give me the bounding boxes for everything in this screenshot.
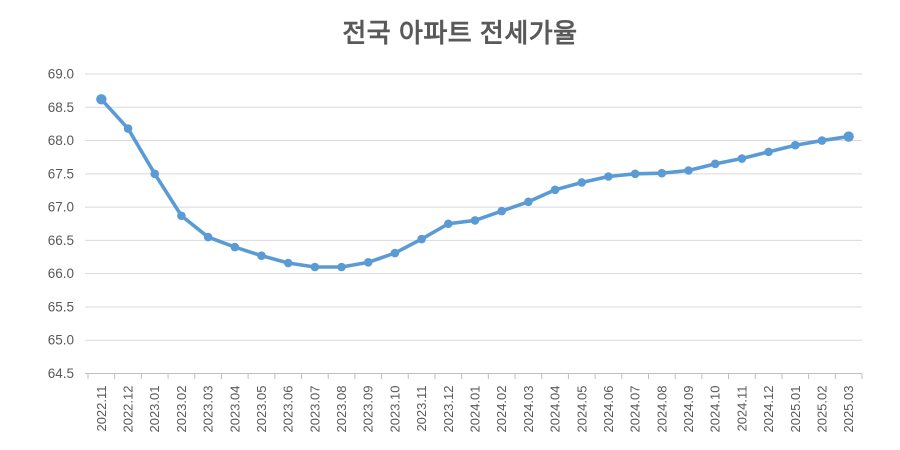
data-point [150, 169, 160, 179]
x-axis-label: 2023.12 [441, 386, 456, 433]
y-axis-label: 65.0 [48, 333, 74, 348]
x-axis-label: 2024.05 [574, 386, 589, 433]
data-point [444, 219, 453, 229]
data-point [230, 242, 240, 252]
data-point [657, 168, 667, 178]
x-axis-label: 2025.02 [814, 386, 829, 433]
x-axis-label: 2024.02 [494, 386, 509, 433]
x-axis-label: 2023.09 [361, 386, 376, 433]
x-axis-label: 2024.12 [761, 386, 776, 433]
data-point [764, 147, 773, 157]
x-axis-label: 2024.11 [734, 386, 749, 432]
data-point [363, 258, 373, 267]
x-axis-label: 2024.09 [681, 386, 696, 433]
x-axis-label: 2023.05 [254, 386, 269, 433]
data-point [390, 248, 400, 258]
data-point [337, 262, 346, 272]
data-point [524, 197, 533, 207]
x-axis-label: 2024.04 [548, 386, 563, 433]
y-axis-label: 65.5 [48, 299, 74, 314]
x-axis-label: 2022.11 [94, 386, 109, 432]
data-point [790, 140, 800, 150]
x-axis-label: 2024.01 [468, 386, 483, 433]
data-point [203, 232, 213, 242]
x-axis-label: 2023.10 [387, 386, 402, 433]
data-point [710, 159, 720, 169]
y-axis-label: 67.5 [48, 166, 74, 181]
x-axis-label: 2023.02 [174, 386, 189, 433]
data-point [817, 136, 827, 145]
y-axis-label: 64.5 [48, 366, 74, 381]
data-point [630, 169, 640, 179]
x-axis-label: 2025.03 [841, 386, 856, 433]
data-point [604, 172, 613, 181]
x-axis-label: 2024.03 [521, 386, 536, 433]
y-axis-label: 66.5 [48, 233, 74, 248]
data-point [96, 94, 107, 105]
x-axis-label: 2023.01 [147, 386, 162, 433]
data-point [177, 211, 186, 221]
data-point [470, 216, 480, 225]
x-axis-label: 2023.08 [334, 386, 349, 433]
data-point [257, 251, 266, 260]
y-axis-label: 67.0 [48, 200, 74, 215]
x-axis-label: 2023.03 [201, 386, 216, 433]
data-point [577, 178, 587, 187]
data-point [283, 258, 293, 268]
data-point [417, 234, 426, 244]
chart-title: 전국 아파트 전세가율 [342, 18, 578, 48]
data-point [123, 124, 133, 133]
series-line [99, 97, 851, 269]
x-axis-label: 2023.11 [414, 386, 429, 432]
x-axis-label: 2024.08 [654, 386, 669, 433]
data-point [843, 131, 854, 142]
y-axis-label: 69.0 [48, 67, 74, 82]
x-axis-label: 2022.12 [121, 386, 136, 433]
data-point [497, 206, 506, 216]
x-axis-label: 2024.10 [708, 386, 723, 433]
x-axis-label: 2025.01 [788, 386, 803, 433]
x-axis-label: 2023.07 [307, 386, 322, 433]
x-axis-label: 2023.06 [281, 386, 296, 433]
x-axis-label: 2024.07 [628, 386, 643, 433]
data-point [550, 185, 560, 195]
y-axis-label: 68.5 [48, 100, 74, 115]
y-axis-label: 66.0 [48, 266, 74, 281]
x-axis-label: 2024.06 [601, 386, 616, 433]
data-point [310, 262, 320, 272]
data-point [737, 154, 747, 163]
x-axis-label: 2023.04 [227, 386, 242, 433]
y-axis-label: 68.0 [48, 133, 74, 148]
data-point [684, 166, 693, 175]
